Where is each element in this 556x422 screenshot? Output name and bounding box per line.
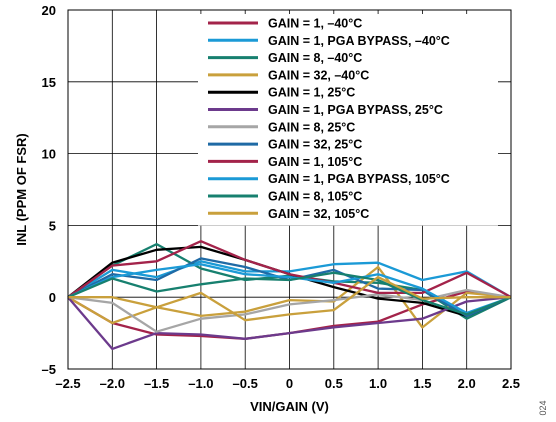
figure-id: 024 bbox=[538, 400, 548, 415]
legend-label: GAIN = 8, 105°C bbox=[268, 190, 362, 204]
legend-background bbox=[198, 14, 498, 226]
x-tick-labels: –2.5 –2.0 –1.5 –1.0 –0.5 0 0.5 1.0 1.5 2.0 2.5 bbox=[55, 376, 520, 391]
x-tick-label: 2.5 bbox=[502, 376, 520, 391]
x-tick-label: –2.5 bbox=[55, 376, 80, 391]
x-tick-label: –1.0 bbox=[188, 376, 213, 391]
x-tick-label: 1.0 bbox=[369, 376, 387, 391]
legend-label: GAIN = 32, 25°C bbox=[268, 138, 362, 152]
x-tick-label: –2.0 bbox=[100, 376, 125, 391]
y-tick-label: 0 bbox=[49, 290, 56, 305]
x-tick-label: 0 bbox=[286, 376, 293, 391]
series-line-4 bbox=[67, 265, 512, 329]
legend-label: GAIN = 8, 25°C bbox=[268, 120, 355, 134]
legend-label: GAIN = 8, –40°C bbox=[268, 51, 362, 65]
series-line-12 bbox=[68, 275, 511, 322]
y-tick-label: 15 bbox=[42, 75, 56, 90]
legend-label: GAIN = 1, PGA BYPASS, –40°C bbox=[268, 34, 450, 48]
legend-label: GAIN = 1, PGA BYPASS, 25°C bbox=[268, 103, 443, 117]
legend-label: GAIN = 1, 105°C bbox=[268, 155, 362, 169]
legend-label: GAIN = 32, 105°C bbox=[268, 207, 369, 221]
x-tick-label: 0.5 bbox=[325, 376, 343, 391]
x-tick-label: 1.5 bbox=[413, 376, 431, 391]
y-tick-label: –5 bbox=[42, 362, 56, 377]
y-tick-label: 5 bbox=[49, 218, 56, 233]
series-lines bbox=[67, 240, 512, 351]
y-axis-label: INL (PPM OF FSR) bbox=[14, 133, 29, 245]
series-line-11 bbox=[67, 271, 512, 316]
x-tick-label: 2.0 bbox=[458, 376, 476, 391]
x-tick-label: –0.5 bbox=[233, 376, 258, 391]
plot-frame bbox=[67, 9, 512, 370]
y-tick-label: 10 bbox=[42, 147, 56, 162]
series-line-9 bbox=[67, 240, 512, 299]
legend-label: GAIN = 1, PGA BYPASS, 105°C bbox=[268, 172, 450, 186]
x-tick-label: –1.5 bbox=[144, 376, 169, 391]
y-tick-label: 20 bbox=[42, 3, 56, 18]
series-line-6 bbox=[67, 296, 512, 351]
x-axis-label: VIN/GAIN (V) bbox=[250, 399, 329, 414]
legend-label: GAIN = 32, –40°C bbox=[268, 68, 369, 82]
series-line-2 bbox=[67, 260, 512, 299]
legend-label: GAIN = 1, –40°C bbox=[268, 17, 362, 31]
y-tick-labels: –5 0 5 10 15 20 bbox=[42, 3, 56, 377]
series-line-10 bbox=[67, 263, 512, 315]
legend-label: GAIN = 1, 25°C bbox=[268, 86, 355, 100]
legend: GAIN = 1, –40°C GAIN = 1, PGA BYPASS, –40… bbox=[208, 17, 450, 221]
